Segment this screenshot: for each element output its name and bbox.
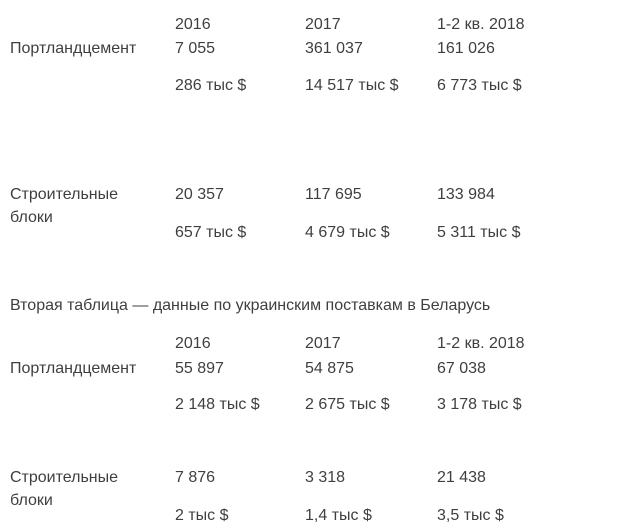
- table1-header-2016: 2016: [175, 16, 211, 33]
- table1-row2-value-2018: 5 311 тыс $: [437, 224, 521, 241]
- table1-row2-value-2017: 4 679 тыс $: [305, 224, 390, 241]
- table1-row1-value-2016: 286 тыс $: [175, 77, 247, 94]
- table2-row2-value-2016: 2 тыс $: [175, 507, 229, 524]
- table1-row1-label: Портландцемент: [10, 40, 137, 57]
- table2-header-2017: 2017: [305, 335, 341, 352]
- table1-row1-qty-2018: 161 026: [437, 40, 495, 57]
- second-table-caption: Вторая таблица — данные по украинским по…: [10, 297, 491, 314]
- table2-row2-qty-2017: 3 318: [305, 469, 346, 486]
- table2-row1-qty-2018: 67 038: [437, 360, 486, 377]
- table1-header-2017: 2017: [305, 16, 341, 33]
- table2-row1-value-2017: 2 675 тыс $: [305, 396, 390, 413]
- table1-row2-value-2016: 657 тыс $: [175, 224, 247, 241]
- table2-row2-qty-2016: 7 876: [175, 469, 216, 486]
- table2-row1-label: Портландцемент: [10, 360, 137, 377]
- table2-row1-value-2016: 2 148 тыс $: [175, 396, 260, 413]
- table2-row2-value-2017: 1,4 тыс $: [305, 507, 372, 524]
- table2-row2-qty-2018: 21 438: [437, 469, 486, 486]
- table1-row2-label: Строительные блоки: [10, 186, 119, 226]
- table1-row1-value-2017: 14 517 тыс $: [305, 77, 399, 94]
- table2-header-2018: 1-2 кв. 2018: [437, 335, 525, 352]
- table1-row2-qty-2018: 133 984: [437, 186, 495, 203]
- table1-row1-qty-2016: 7 055: [175, 40, 216, 57]
- table1-header-2018: 1-2 кв. 2018: [437, 16, 525, 33]
- table1-row2-qty-2016: 20 357: [175, 186, 224, 203]
- table2-row2-label: Строительные блоки: [10, 469, 119, 509]
- table2-row1-value-2018: 3 178 тыс $: [437, 396, 522, 413]
- table2-row1-qty-2016: 55 897: [175, 360, 224, 377]
- table1-row1-qty-2017: 361 037: [305, 40, 363, 57]
- table1-row2-qty-2017: 117 695: [305, 186, 362, 203]
- table1-row1-value-2018: 6 773 тыс $: [437, 77, 522, 94]
- table2-header-2016: 2016: [175, 335, 211, 352]
- table2-row1-qty-2017: 54 875: [305, 360, 354, 377]
- table2-row2-value-2018: 3,5 тыс $: [437, 507, 504, 524]
